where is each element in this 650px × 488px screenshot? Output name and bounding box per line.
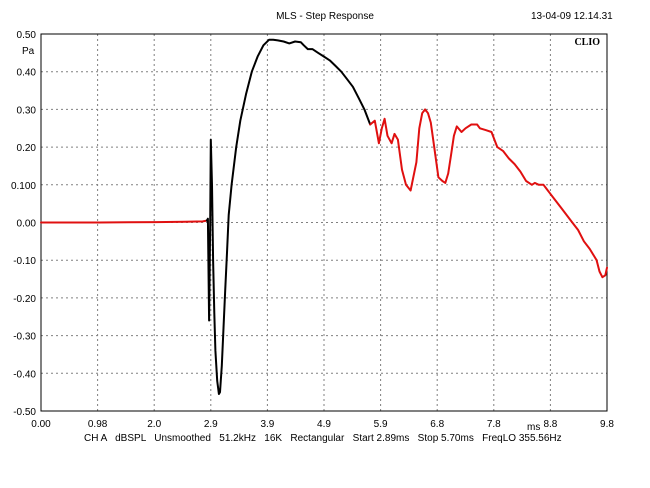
x-tick-label: 6.8 [430, 419, 444, 430]
y-tick-labels: 0.50 0.40 0.30 0.20 0.100 0.00 -0.10 -0.20 -0.30… [11, 30, 36, 418]
x-tick-label: 4.9 [317, 419, 331, 430]
x-tick-label: 8.8 [543, 419, 557, 430]
y-tick-label: 0.20 [17, 143, 37, 154]
x-tick-labels: 0.00 0.98 2.0 2.9 3.9 4.9 5.9 6.8 7.8 8.8 9.8 [31, 419, 614, 430]
x-tick-label: 9.8 [600, 419, 614, 430]
series-layer [40, 38, 608, 395]
clio-logo-text: CLIO [574, 37, 600, 48]
y-tick-label: -0.10 [13, 256, 36, 267]
y-tick-label: -0.30 [13, 332, 36, 343]
x-axis-label: ms [527, 422, 540, 433]
x-tick-label: 0.98 [88, 419, 108, 430]
y-tick-label: 0.00 [17, 219, 37, 230]
measurement-settings: CH A dBSPL Unsmoothed 51.2kHz 16K Rectan… [84, 433, 562, 444]
y-tick-label: 0.100 [11, 181, 36, 192]
x-tick-label: 2.9 [204, 419, 218, 430]
series-line-2 [205, 38, 372, 395]
x-tick-label: 0.00 [31, 419, 51, 430]
datestamp: 13-04-09 12.14.31 [531, 11, 613, 22]
series-line-3 [369, 108, 608, 279]
x-tick-label: 7.8 [487, 419, 501, 430]
x-tick-label: 3.9 [260, 419, 274, 430]
y-tick-label: 0.50 [17, 30, 37, 41]
x-tick-label: 5.9 [374, 419, 388, 430]
chart-title: MLS - Step Response [276, 11, 374, 22]
y-tick-label: 0.30 [17, 105, 37, 116]
grid [41, 34, 607, 411]
y-axis-label: Pa [22, 46, 35, 57]
x-tick-label: 2.0 [147, 419, 161, 430]
y-tick-label: -0.40 [13, 369, 36, 380]
y-tick-label: -0.20 [13, 294, 36, 305]
series-line-1 [40, 219, 208, 224]
y-tick-label: -0.50 [13, 407, 36, 418]
y-tick-label: 0.40 [17, 68, 37, 79]
